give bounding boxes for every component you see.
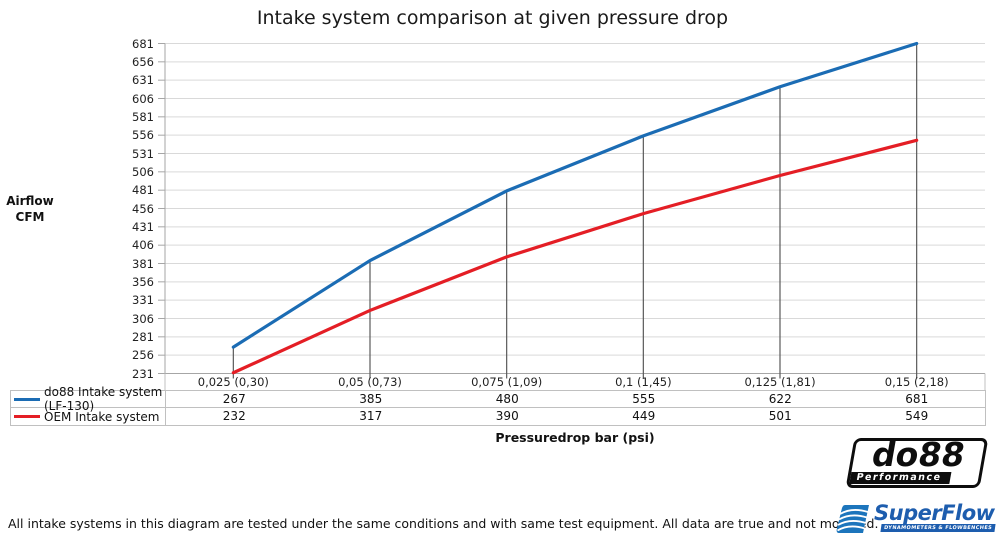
y-axis-label: Airflow CFM [4,193,56,225]
x-axis-title: Pressuredrop bar (psi) [495,430,655,445]
y-tick-label: 656 [132,54,154,69]
category-label-row: 0,025 (0,30) 0,05 (0,73) 0,075 (1,09) 0,1 (… [165,375,985,390]
table-value-cell: 501 [768,409,792,423]
do88-logo: do88 Performance [845,435,989,490]
legend-cell: OEM Intake system [11,408,166,425]
do88-performance-label: Performance [849,472,952,484]
oem-series-line [231,138,919,375]
table-value-cell: 622 [768,392,792,406]
table-value-cell: 549 [905,409,929,423]
table-row: do88 Intake system (LF-130) 267 385 480 555 6… [11,385,985,413]
y-tick-label: 431 [132,219,154,234]
y-tick-label: 231 [132,366,154,381]
y-tick-label: 631 [132,73,154,88]
y-tick-label: 256 [132,348,154,363]
y-tick-label: 581 [132,109,154,124]
category-label: 0,025 (0,30) [197,375,269,389]
table-value-cell: 317 [359,409,383,423]
table-row: OEM Intake system 232 317 390 449 501 549 [11,408,985,425]
superflow-logo-text: SuperFlow [874,501,995,525]
table-value-cell: 681 [905,392,929,406]
y-tick-label: 356 [132,274,154,289]
y-tick-label: 556 [132,128,154,143]
do88-logo-box: do88 Performance [845,435,989,488]
legend-line-swatch [14,415,40,418]
y-tick-label: 606 [132,91,154,106]
y-axis-label-line2: CFM [15,210,45,224]
category-label: 0,125 (1,81) [744,375,816,389]
y-tick-label: 506 [132,164,154,179]
do88-series-line [231,41,919,349]
y-axis-label-line1: Airflow [6,194,54,208]
superflow-tagline: DYNAMOMETERS & FLOWBENCHES [879,524,996,532]
table-value-cell: 480 [495,392,519,406]
legend-label: do88 Intake system (LF-130) [44,385,163,413]
y-tick-label: 331 [132,293,154,308]
y-tick-label: 381 [132,256,154,271]
superflow-swoosh-icon [836,505,869,533]
y-tick-label: 306 [132,311,154,326]
table-value-cell: 232 [222,409,246,423]
category-label: 0,15 (2,18) [884,375,949,389]
legend-line-swatch [14,397,40,401]
table-value-cell: 385 [359,392,383,406]
legend-cell: do88 Intake system (LF-130) [11,385,166,413]
superflow-logo: SuperFlow DYNAMOMETERS & FLOWBENCHES [836,503,996,535]
superflow-text-column: SuperFlow DYNAMOMETERS & FLOWBENCHES [874,501,996,532]
data-table: do88 Intake system (LF-130) 267 385 480 555 6… [10,385,986,426]
y-tick-label: 481 [132,183,154,198]
category-label: 0,1 (1,45) [615,375,672,389]
y-tick-label: 681 [132,36,154,51]
category-label: 0,075 (1,09) [471,375,543,389]
table-value-cell: 390 [495,409,519,423]
y-tick-label: 281 [132,329,154,344]
table-value-cell: 267 [222,392,246,406]
y-tick-label: 456 [132,201,154,216]
y-tick-label: 406 [132,238,154,253]
footer-note: All intake systems in this diagram are t… [8,516,879,531]
table-value-cell: 449 [632,409,656,423]
table-value-cell: 555 [632,392,656,406]
category-label: 0,05 (0,73) [338,375,402,389]
chart-title: Intake system comparison at given pressu… [256,7,729,29]
y-tick-label: 531 [132,146,154,161]
legend-label: OEM Intake system [44,409,160,424]
do88-logo-text: do88 [868,435,969,474]
